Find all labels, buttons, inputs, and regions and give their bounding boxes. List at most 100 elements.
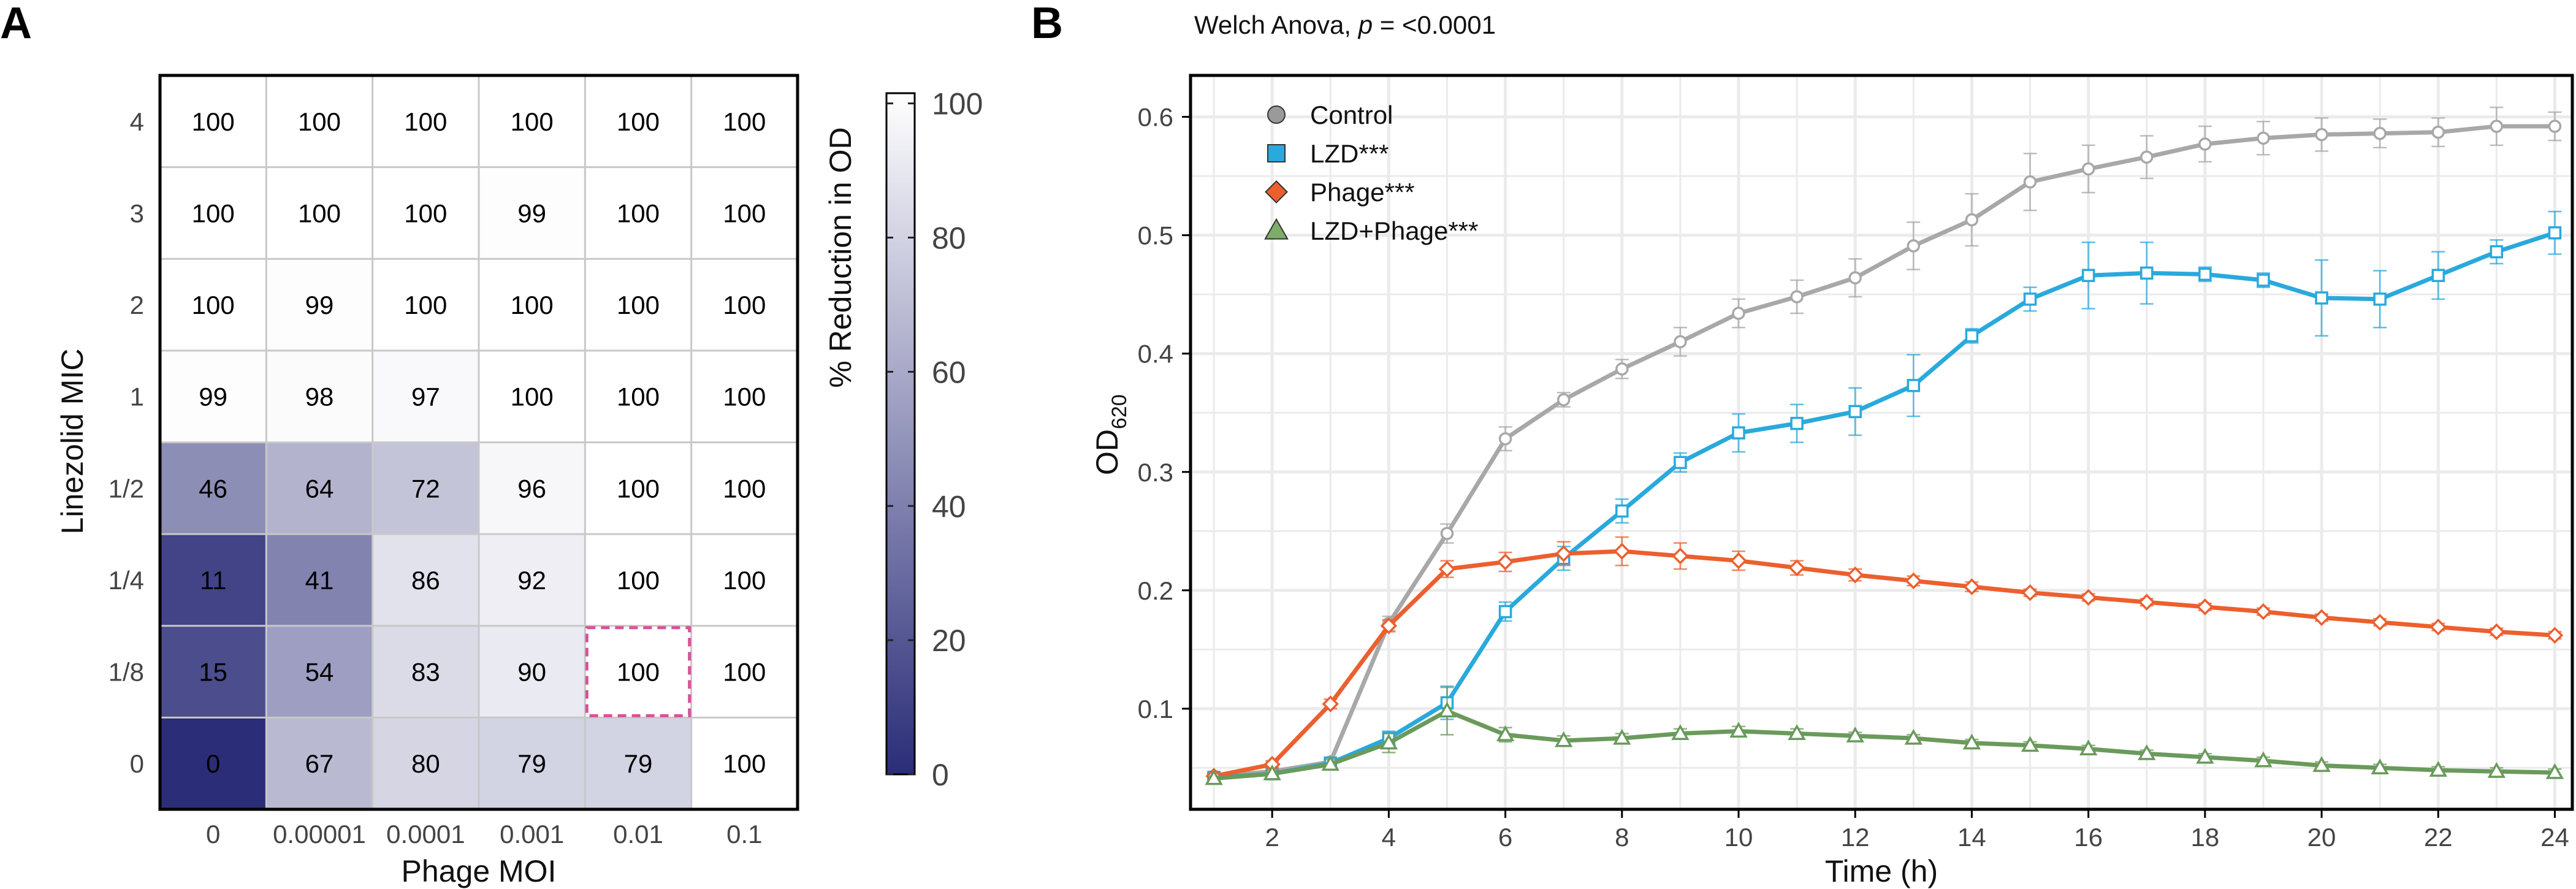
heatmap-y-tick-label: 1/2 [109,474,144,503]
data-point [1438,560,1456,578]
data-point [2197,598,2214,616]
x-tick-label: 14 [1957,823,1986,852]
x-tick-label: 2 [1265,823,1279,852]
data-point [1788,724,1806,740]
heatmap-cell [372,442,479,535]
legend-marker [1264,218,1289,240]
series-line [1213,549,2555,779]
heatmap-cell-value: 100 [511,291,554,319]
line-chart-title: Welch Anova, p = <0.0001 [1194,10,1496,39]
heatmap-cell-value: 100 [192,199,235,227]
data-point [1615,504,1629,518]
series-line [1213,709,2555,781]
data-point [2081,162,2095,176]
data-point [2021,736,2040,752]
heatmap-cell [691,717,798,809]
heatmap-cell [479,442,585,535]
title-text: Welch Anova, [1194,10,1358,39]
colorbar-tick-label: 100 [932,87,983,121]
data-point [1790,290,1804,303]
data-point [1790,416,1804,430]
heatmap-grid [160,75,798,809]
heatmap-cell-labels: 100 100 100 100 100 100 100 100 100 99 100 100 100 99… [192,107,766,778]
heatmap-x-tick-label: 0.1 [726,820,762,849]
legend-marker [1267,105,1286,124]
data-point [2490,245,2504,259]
x-tick-label: 8 [1615,823,1629,852]
data-point [1732,307,1745,320]
heatmap-cell-value: 86 [411,566,440,595]
x-tick-label: 4 [1382,823,1396,852]
heatmap-cell-value: 97 [411,383,440,411]
heatmap-cell [691,534,798,626]
title-p-symbol: p [1357,10,1373,39]
data-point [1732,426,1745,440]
heatmap-cell-value: 67 [305,749,334,778]
line-chart-y-axis-title: OD620 [1090,394,1131,475]
x-tick-label: 22 [2424,823,2453,852]
heatmap-y-tick-label: 2 [130,291,144,319]
data-point [1965,213,1979,227]
heatmap-x-tick-label: 0 [206,820,220,849]
data-point [1671,724,1690,740]
heatmap-cell [160,534,267,626]
panel-label-a: A [0,0,32,48]
data-point [2138,593,2155,611]
x-tick-label: 20 [2307,823,2336,852]
data-point [1614,543,1631,560]
legend-label: Phage*** [1310,178,1414,207]
heatmap-cell-value: 100 [723,291,766,319]
x-tick-label: 10 [1724,823,1753,852]
colorbar-tick-label: 60 [932,355,966,389]
heatmap-cell-value: 54 [305,658,334,687]
data-point [2255,603,2272,620]
heatmap-cell [266,350,373,443]
heatmap-cell [479,167,585,259]
heatmap-cell-value: 100 [617,107,660,136]
heatmap-cell [266,625,373,718]
heatmap-y-tick-label: 1/8 [109,658,144,687]
data-point [2429,761,2447,777]
heatmap-x-axis-title: Phage MOI [402,854,557,888]
heatmap-cell [585,350,692,443]
data-point [2431,125,2445,139]
heatmap-cell-value: 100 [617,291,660,319]
heatmap-x-tick-label: 0.00001 [273,820,366,849]
data-point [1674,335,1687,349]
data-point [1965,329,1979,343]
heatmap-cell-value: 100 [511,383,554,411]
data-point [2548,120,2562,133]
heatmap-cell [691,75,798,167]
heatmap-cell [479,625,585,718]
data-point [1438,701,1457,718]
data-point [1905,572,1922,590]
data-point [2196,747,2214,764]
heatmap-cell-value: 99 [305,291,334,319]
heatmap-cell [160,625,267,718]
heatmap-cell [266,75,373,167]
data-point [2431,269,2445,283]
data-point [2373,126,2387,140]
heatmap-cell [585,717,692,809]
data-point [2373,292,2387,306]
heatmap-cell-value: 83 [411,658,440,687]
y-tick-label: 0.4 [1138,340,1173,368]
heatmap-cell-value: 100 [723,566,766,595]
line-chart-panel: B Welch Anova, p = <0.0001 2 4 6 8 10 12 14 16 1… [1031,0,2574,888]
heatmap-cell-value: 96 [517,474,546,503]
heatmap-cell [691,259,798,351]
data-point [2315,291,2328,305]
heatmap-cell [266,167,373,259]
colorbar-tick-label: 40 [932,489,966,524]
data-point [2081,269,2095,283]
data-point [1440,527,1454,540]
heatmap-cell [585,75,692,167]
heatmap-cell-value: 64 [305,474,334,503]
data-point [1729,722,1748,738]
heatmap-y-axis-title: Linezolid MIC [55,349,90,535]
data-point [2140,266,2154,280]
heatmap-cell-value: 100 [404,291,447,319]
series-lzd [1207,210,2562,784]
x-tick-label: 16 [2074,823,2103,852]
x-tick-label: 18 [2190,823,2219,852]
